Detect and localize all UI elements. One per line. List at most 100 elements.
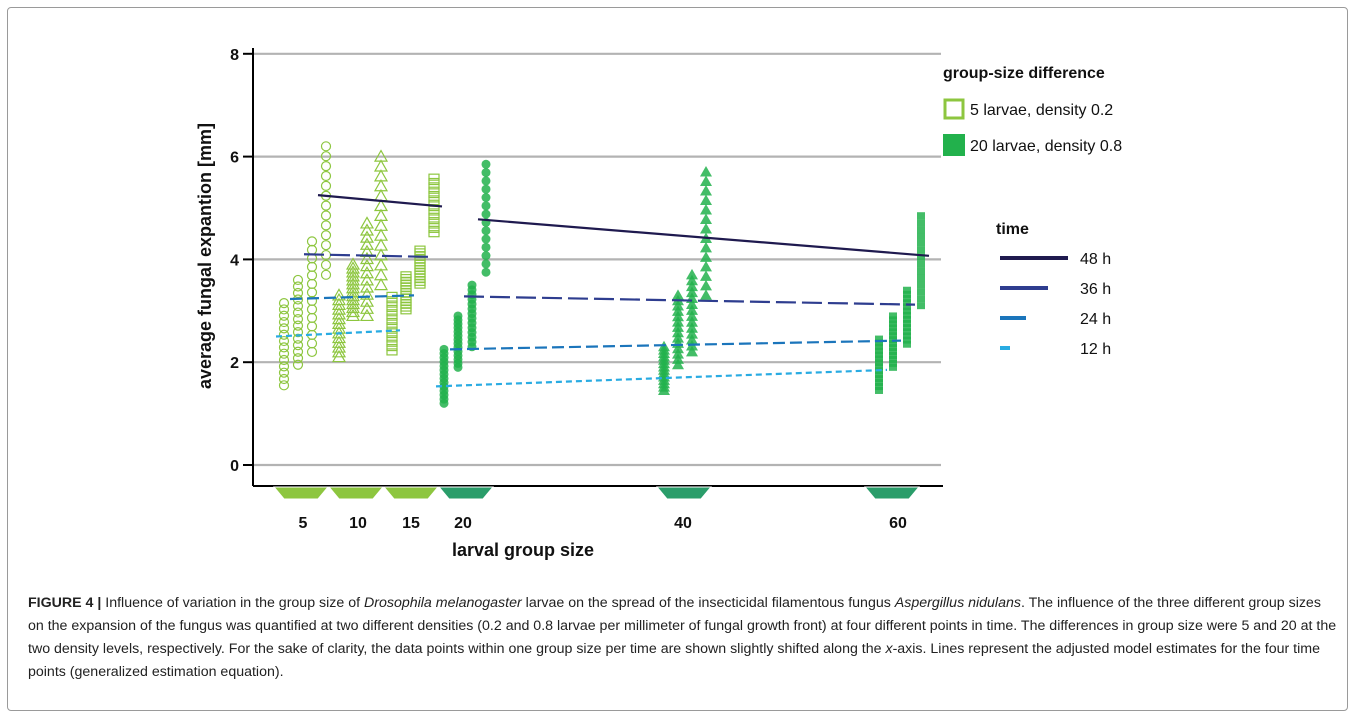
data-point-square [903, 286, 911, 294]
data-point-circle [278, 373, 290, 385]
data-point-square [386, 304, 398, 313]
data-point-triangle [359, 251, 375, 265]
data-point-triangle [672, 348, 684, 359]
axes: 0 2 4 6 8 5 10 15 20 40 60 larval group size average… [195, 47, 943, 560]
data-point-triangle [373, 179, 389, 192]
data-point-triangle [672, 353, 684, 364]
data-point-triangle [331, 288, 347, 301]
data-point-circle [481, 267, 491, 277]
x-tick-label: 10 [349, 515, 367, 532]
group-tab [272, 486, 330, 500]
data-point-circle [292, 274, 304, 286]
y-axis-label: average fungal expantion [mm] [195, 123, 215, 389]
data-point-circle [292, 320, 304, 331]
data-point-triangle [345, 288, 361, 302]
data-point-circle [320, 151, 332, 162]
data-point-circle [292, 353, 304, 364]
caption-axis-word: x [885, 641, 893, 657]
group-tab [327, 486, 385, 500]
data-point-triangle [373, 268, 389, 281]
legend-label-group: 20 larvae, density 0.8 [970, 138, 1122, 155]
data-point-triangle [345, 269, 361, 282]
data-point-circle [320, 141, 332, 152]
data-point-triangle [345, 281, 361, 294]
data-point-square [903, 324, 911, 332]
data-point-circle [306, 338, 318, 349]
data-point-circle [481, 159, 491, 169]
data-point-triangle [700, 166, 712, 177]
data-point-triangle [373, 208, 389, 222]
data-point-square [428, 230, 440, 238]
data-point-circle [278, 367, 290, 378]
data-point-circle [481, 184, 491, 194]
data-point-circle [481, 234, 491, 244]
data-point-square [428, 225, 440, 233]
x-tick-label: 5 [299, 515, 308, 532]
data-point-square [889, 316, 897, 324]
data-point-circle [306, 346, 318, 358]
data-point-circle [292, 287, 304, 299]
data-point-square [428, 190, 440, 199]
data-point-triangle [686, 328, 698, 339]
data-point-square [917, 239, 925, 247]
data-point-square [386, 335, 398, 343]
data-point-triangle [672, 300, 684, 311]
data-point-triangle [700, 260, 712, 272]
data-point-square [917, 253, 925, 261]
data-point-square [875, 359, 883, 367]
data-point-circle [481, 176, 491, 186]
data-point-square [917, 260, 925, 268]
data-point-triangle [686, 268, 698, 280]
data-point-square [917, 302, 925, 310]
model-line [317, 194, 443, 208]
data-point-square [875, 347, 883, 355]
data-point-square [889, 340, 897, 348]
model-line [435, 368, 888, 388]
data-point-triangle [359, 266, 375, 279]
data-point-triangle [672, 310, 684, 322]
data-point-square [428, 182, 440, 190]
legend-line-sample [1000, 346, 1010, 350]
data-point-square [400, 271, 412, 279]
data-point-square [428, 217, 440, 225]
data-point-square [903, 311, 911, 319]
model-line [463, 295, 916, 306]
data-point-square [414, 245, 426, 253]
data-point-triangle [672, 289, 684, 300]
data-point-circle [320, 210, 332, 221]
data-point-square [875, 335, 883, 343]
data-point-triangle [345, 292, 361, 306]
data-point-circle [278, 342, 290, 353]
chart: 0 2 4 6 8 5 10 15 20 40 60 larval group size average… [195, 47, 1122, 560]
data-point-circle [278, 323, 290, 334]
y-tick-label: 2 [230, 355, 239, 372]
data-point-triangle [700, 194, 712, 205]
data-point-square [917, 267, 925, 275]
data-point-triangle [686, 280, 698, 292]
data-point-circle [320, 240, 332, 251]
data-point-circle [306, 244, 318, 256]
legend: group-size difference 5 larvae, density 0… [943, 65, 1122, 358]
data-point-square [903, 315, 911, 323]
data-point-circle [320, 200, 332, 211]
data-point-circle [320, 180, 332, 191]
data-point-square [917, 219, 925, 227]
data-point-triangle [359, 294, 375, 307]
data-point-circle [481, 242, 491, 252]
data-point-square [386, 300, 398, 308]
data-point-circle [320, 160, 332, 172]
data-point-circle [306, 236, 318, 247]
data-point-square [917, 274, 925, 282]
data-point-square [428, 208, 440, 216]
data-point-triangle [359, 273, 375, 286]
data-point-square [386, 348, 398, 356]
legend-swatch-hollow [943, 98, 965, 120]
data-point-circle [306, 321, 318, 332]
group-tab [382, 486, 440, 500]
data-point-triangle [686, 304, 698, 315]
data-point-triangle [345, 273, 361, 286]
data-point-triangle [373, 198, 389, 212]
data-point-triangle [686, 310, 698, 321]
data-point-circle [320, 220, 332, 231]
data-point-triangle [359, 287, 375, 300]
